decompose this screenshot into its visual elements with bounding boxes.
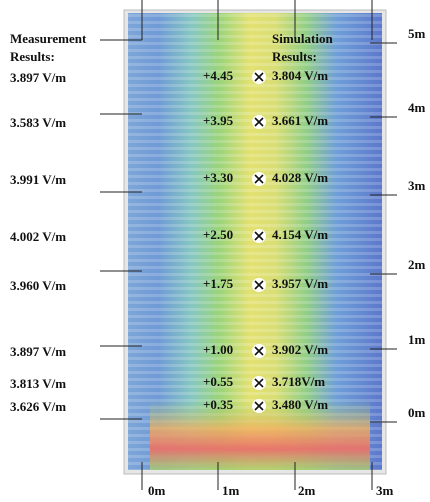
x-axis-label: 3m xyxy=(376,483,394,498)
simulated-value: 3.718V/m xyxy=(272,374,325,389)
y-axis-label: 0m xyxy=(408,405,426,420)
measurement-value: 3.960 V/m xyxy=(10,278,66,293)
height-label: +0.35 xyxy=(203,397,234,412)
simulation-title: Results: xyxy=(272,49,317,64)
simulated-value: 3.902 V/m xyxy=(272,342,328,357)
height-label: +3.30 xyxy=(203,170,233,185)
measurement-title: Results: xyxy=(10,49,55,64)
simulated-value: 3.804 V/m xyxy=(272,68,328,83)
height-label: +2.50 xyxy=(203,227,233,242)
y-axis-label: 2m xyxy=(408,257,426,272)
measurement-value: 3.897 V/m xyxy=(10,70,66,85)
simulated-value: 3.661 V/m xyxy=(272,113,328,128)
simulated-value: 4.154 V/m xyxy=(272,227,328,242)
measurement-value: 3.583 V/m xyxy=(10,115,66,130)
height-label: +4.45 xyxy=(203,68,234,83)
simulated-value: 4.028 V/m xyxy=(272,170,328,185)
figure: Measurement Results: Simulation Results:… xyxy=(0,0,430,502)
x-axis-label: 0m xyxy=(148,483,166,498)
height-label: +1.75 xyxy=(203,276,234,291)
height-label: +1.00 xyxy=(203,342,233,357)
measurement-title: Measurement xyxy=(10,31,87,46)
measurement-value: 3.991 V/m xyxy=(10,172,66,187)
measurement-value: 3.626 V/m xyxy=(10,399,66,414)
x-axis-label: 1m xyxy=(222,483,240,498)
measurement-value: 4.002 V/m xyxy=(10,229,66,244)
y-axis-label: 4m xyxy=(408,100,426,115)
simulated-value: 3.957 V/m xyxy=(272,276,328,291)
measurement-value: 3.813 V/m xyxy=(10,376,66,391)
height-label: +3.95 xyxy=(203,113,234,128)
height-label: +0.55 xyxy=(203,374,234,389)
y-axis-label: 1m xyxy=(408,332,426,347)
y-axis-label: 3m xyxy=(408,178,426,193)
simulation-title: Simulation xyxy=(272,31,333,46)
measurement-value: 3.897 V/m xyxy=(10,344,66,359)
simulated-value: 3.480 V/m xyxy=(272,397,328,412)
x-axis-label: 2m xyxy=(298,483,316,498)
y-axis-label: 5m xyxy=(408,26,426,41)
